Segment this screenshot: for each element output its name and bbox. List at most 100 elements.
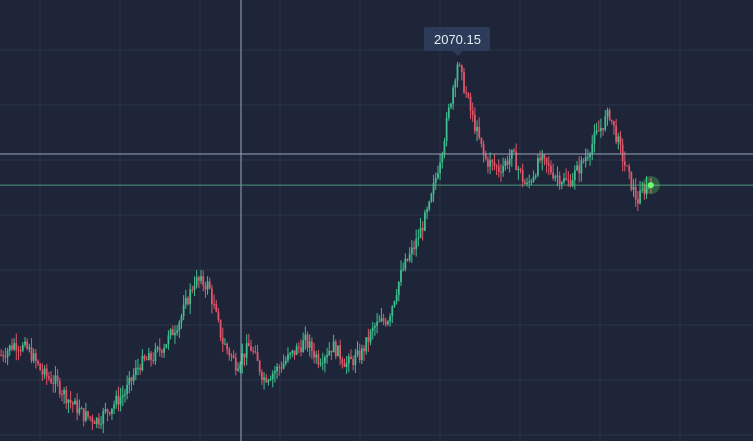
- candle: [426, 206, 428, 220]
- candle: [28, 343, 31, 353]
- candle-body: [623, 161, 626, 166]
- candle-body: [300, 347, 302, 353]
- candle: [276, 363, 278, 379]
- candle: [269, 375, 272, 382]
- candle: [334, 339, 337, 360]
- candle-body: [467, 93, 470, 97]
- candle: [628, 163, 631, 180]
- candle-body: [354, 354, 357, 366]
- candle-body: [100, 423, 102, 425]
- candle-body: [219, 319, 222, 338]
- candle: [67, 398, 70, 414]
- candle-body: [437, 173, 439, 179]
- candle-body: [408, 253, 411, 261]
- candle-body: [284, 360, 287, 364]
- candle: [578, 156, 581, 183]
- candle-body: [189, 289, 192, 305]
- candle: [304, 326, 307, 350]
- candle: [419, 217, 422, 239]
- candle-body: [367, 337, 370, 342]
- candle-body: [606, 110, 609, 117]
- candle: [315, 350, 318, 364]
- candle: [469, 92, 472, 119]
- candle: [595, 122, 598, 136]
- candle-body: [58, 380, 61, 394]
- candle-body: [89, 416, 92, 418]
- candle-body: [576, 165, 578, 171]
- candle: [597, 120, 600, 132]
- candle: [430, 192, 433, 203]
- candle: [113, 400, 115, 415]
- candle: [61, 389, 63, 402]
- candle-body: [350, 356, 352, 360]
- candle-body: [371, 327, 374, 332]
- candle: [8, 344, 11, 356]
- candle: [489, 152, 491, 175]
- candle: [376, 313, 378, 334]
- candle: [504, 158, 507, 171]
- candle-body: [460, 65, 463, 73]
- candle-body: [341, 359, 344, 364]
- candle: [100, 415, 102, 430]
- candle-body: [287, 354, 289, 361]
- candle: [195, 269, 198, 289]
- candle-body: [530, 181, 533, 183]
- candle-body: [621, 144, 624, 162]
- candle: [174, 325, 176, 344]
- candle-body: [271, 373, 274, 379]
- candle: [167, 330, 170, 350]
- candle-body: [234, 357, 237, 371]
- candle-body: [517, 168, 520, 171]
- candle: [558, 171, 561, 190]
- candle: [463, 67, 465, 94]
- candle-body: [484, 153, 487, 160]
- candle: [404, 253, 407, 272]
- candle: [476, 120, 478, 142]
- candle-body: [39, 363, 42, 371]
- candle-body: [456, 64, 459, 81]
- candle-body: [537, 158, 539, 176]
- candle: [354, 348, 357, 373]
- candle: [547, 156, 550, 176]
- candle-body: [495, 165, 498, 167]
- candle: [82, 407, 85, 427]
- candle-body: [213, 303, 215, 305]
- candle: [39, 362, 42, 371]
- candle-body: [195, 277, 198, 286]
- candle-body: [519, 168, 522, 170]
- candle-body: [593, 132, 596, 144]
- candle: [371, 321, 374, 340]
- candle: [437, 165, 439, 180]
- candle-body: [326, 355, 328, 358]
- candle: [13, 338, 16, 352]
- candle-body: [458, 64, 461, 66]
- candle: [478, 117, 481, 140]
- candle: [506, 155, 509, 170]
- candle: [415, 229, 418, 257]
- candle-body: [260, 372, 263, 380]
- candle-body: [384, 321, 387, 325]
- candle-body: [560, 182, 563, 185]
- candle-body: [504, 160, 507, 166]
- candle: [441, 151, 444, 169]
- candle-body: [636, 199, 639, 204]
- candle-body: [161, 350, 163, 353]
- candle: [37, 359, 39, 367]
- candle: [532, 170, 535, 183]
- candle: [213, 294, 215, 309]
- candle: [200, 270, 202, 285]
- candle-body: [382, 318, 385, 322]
- candle: [591, 135, 594, 161]
- candle: [550, 160, 552, 175]
- candle: [484, 150, 487, 161]
- candle: [493, 153, 496, 171]
- candle: [132, 368, 135, 385]
- candle-body: [489, 160, 491, 167]
- candle-body: [613, 120, 615, 126]
- candle-body: [6, 350, 9, 358]
- candle: [465, 86, 468, 99]
- candle: [24, 337, 26, 348]
- candle-body: [580, 160, 583, 174]
